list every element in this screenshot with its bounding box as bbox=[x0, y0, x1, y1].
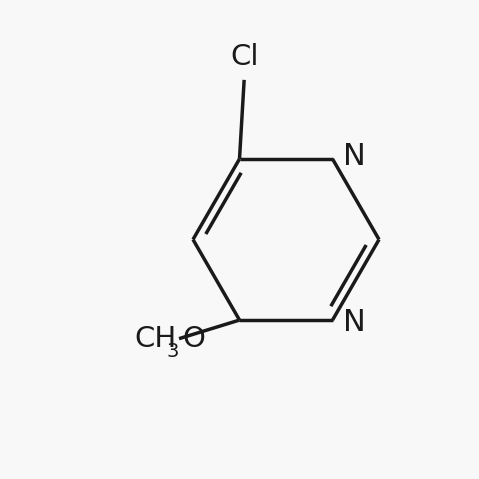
Text: Cl: Cl bbox=[230, 43, 258, 70]
Text: N: N bbox=[343, 308, 365, 337]
Text: N: N bbox=[343, 142, 365, 171]
Text: CH: CH bbox=[135, 325, 177, 353]
Text: 3: 3 bbox=[167, 342, 179, 361]
Text: O: O bbox=[183, 325, 205, 353]
